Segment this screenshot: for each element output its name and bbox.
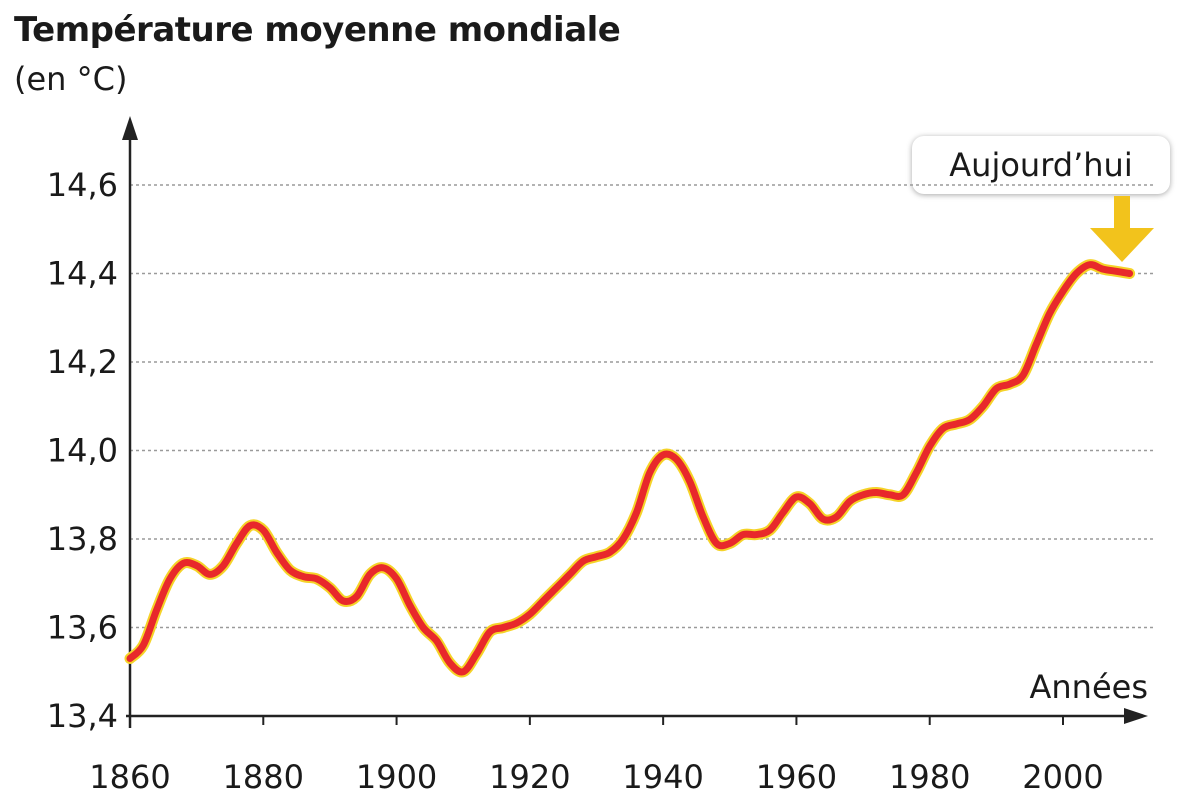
x-tick-label: 1960 [756, 758, 837, 796]
y-tick-label: 14,4 [47, 255, 118, 293]
x-tick-label: 2000 [1022, 758, 1103, 796]
axes [122, 116, 1148, 728]
tick-labels: 13,4 13,6 13,8 14,0 14,2 14,4 14,6 1860 1880 1900… [47, 166, 1104, 796]
today-arrow-icon [1090, 228, 1154, 262]
y-tick-label: 14,6 [47, 166, 118, 204]
x-tick-label: 1860 [89, 758, 170, 796]
series-line-glow [124, 259, 1136, 678]
grid-lines [130, 184, 1155, 629]
y-axis-arrow-icon [122, 116, 138, 140]
y-tick-label: 13,8 [47, 520, 118, 558]
series-line [126, 261, 1134, 676]
chart-title: Température moyenne mondiale [14, 10, 621, 50]
x-tick-label: 1940 [622, 758, 703, 796]
x-axis-arrow-icon [1124, 708, 1148, 724]
series-layer [124, 259, 1136, 678]
y-tick-label: 13,4 [47, 697, 118, 735]
y-tick-label: 14,0 [47, 432, 118, 470]
x-axis-label: Années [1029, 668, 1149, 706]
x-tick-label: 1900 [356, 758, 437, 796]
y-tick-label: 14,2 [47, 343, 118, 381]
today-marker [1090, 196, 1154, 262]
y-tick-label: 13,6 [47, 609, 118, 647]
x-tick-label: 1880 [223, 758, 304, 796]
x-tick-label: 1920 [489, 758, 570, 796]
y-axis-unit-label: (en °C) [14, 60, 128, 98]
x-tick-label: 1980 [889, 758, 970, 796]
today-arrow-shaft [1114, 196, 1130, 230]
